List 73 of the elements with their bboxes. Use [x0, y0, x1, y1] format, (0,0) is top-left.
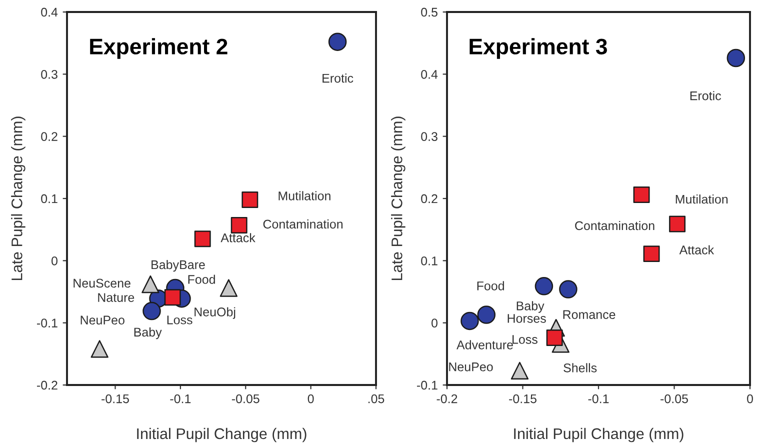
- y-tick-label: -0.1: [416, 380, 438, 390]
- annotation: Contamination: [575, 220, 654, 230]
- point: [220, 279, 238, 297]
- y-tick-label: 0.1: [41, 194, 58, 204]
- annotation: Erotic: [322, 74, 354, 83]
- point: [194, 230, 211, 248]
- point: [546, 330, 563, 346]
- annotation: Attack: [220, 233, 256, 242]
- annotation: Baby: [516, 301, 544, 313]
- annotation: Food: [188, 274, 215, 284]
- annotation: NeuScene: [74, 278, 130, 288]
- x-tick-label: -0.1: [588, 394, 609, 404]
- point: [164, 289, 181, 306]
- y-tick-label: 0.3: [421, 132, 438, 141]
- y-tick-label: 0.4: [41, 8, 58, 17]
- y-axis-title: Late Pupil Change (mm): [391, 116, 406, 280]
- point: [90, 340, 108, 358]
- point: [477, 306, 496, 324]
- point: [559, 280, 578, 298]
- x-tick-label: 0: [308, 394, 314, 404]
- annotation: Mutilation: [676, 194, 728, 204]
- x-tick-label: .05: [368, 394, 384, 404]
- x-tick-label: -0.1: [170, 394, 191, 404]
- point: [643, 246, 660, 262]
- point: [669, 216, 686, 232]
- annotation: Attack: [679, 245, 714, 254]
- annotation: Loss: [512, 335, 538, 344]
- point: [726, 48, 746, 68]
- x-tick-label: -0.2: [436, 394, 458, 404]
- annotation: NeuPeo: [449, 362, 493, 372]
- x-tick-label: -0.15: [102, 394, 129, 404]
- x-tick-label: 0: [747, 394, 753, 404]
- point: [534, 277, 554, 296]
- y-tick-label: 0.5: [421, 8, 438, 17]
- point: [142, 275, 160, 294]
- annotation: NeuPeo: [80, 316, 124, 325]
- annotation: Erotic: [690, 91, 721, 100]
- y-tick-label: 0: [52, 256, 58, 266]
- annotation: Loss: [167, 316, 192, 324]
- annotation: Adventure: [456, 340, 513, 350]
- y-tick-label: 0: [432, 318, 438, 328]
- y-tick-label: 0.1: [421, 256, 438, 266]
- y-axis-title: Late Pupil Change (mm): [11, 116, 26, 280]
- point: [510, 362, 529, 380]
- annotation: Nature: [98, 293, 134, 302]
- annotation: NeuObj: [194, 307, 236, 319]
- annotation: Horses: [508, 314, 546, 323]
- y-tick-label: -0.1: [36, 318, 58, 328]
- x-axis-title: Initial Pupil Change (mm): [137, 428, 306, 442]
- point: [633, 186, 650, 203]
- point: [242, 192, 258, 208]
- x-tick-label: -0.15: [509, 394, 536, 404]
- y-tick-label: 0.4: [421, 70, 438, 79]
- text: Experiment 3: [470, 38, 607, 59]
- point: [142, 302, 161, 320]
- y-tick-label: 0.2: [421, 194, 438, 204]
- annotation: Baby: [134, 327, 162, 340]
- y-tick-label: -0.2: [36, 380, 58, 390]
- x-tick-label: -0.05: [232, 394, 260, 404]
- text: Experiment 2: [90, 38, 228, 59]
- x-axis-title: Initial Pupil Change (mm): [514, 428, 684, 442]
- point: [230, 217, 248, 234]
- x-tick-label: -0.05: [660, 394, 688, 404]
- annotation: Contamination: [263, 219, 343, 229]
- point: [460, 312, 479, 330]
- point: [328, 32, 347, 51]
- annotation: Food: [477, 281, 504, 290]
- annotation: Shells: [564, 363, 597, 372]
- annotation: Romance: [563, 310, 616, 320]
- annotation: BabyBare: [152, 260, 205, 272]
- y-tick-label: 0.3: [41, 70, 58, 79]
- y-tick-label: 0.2: [41, 132, 58, 141]
- annotation: Mutilation: [278, 191, 330, 200]
